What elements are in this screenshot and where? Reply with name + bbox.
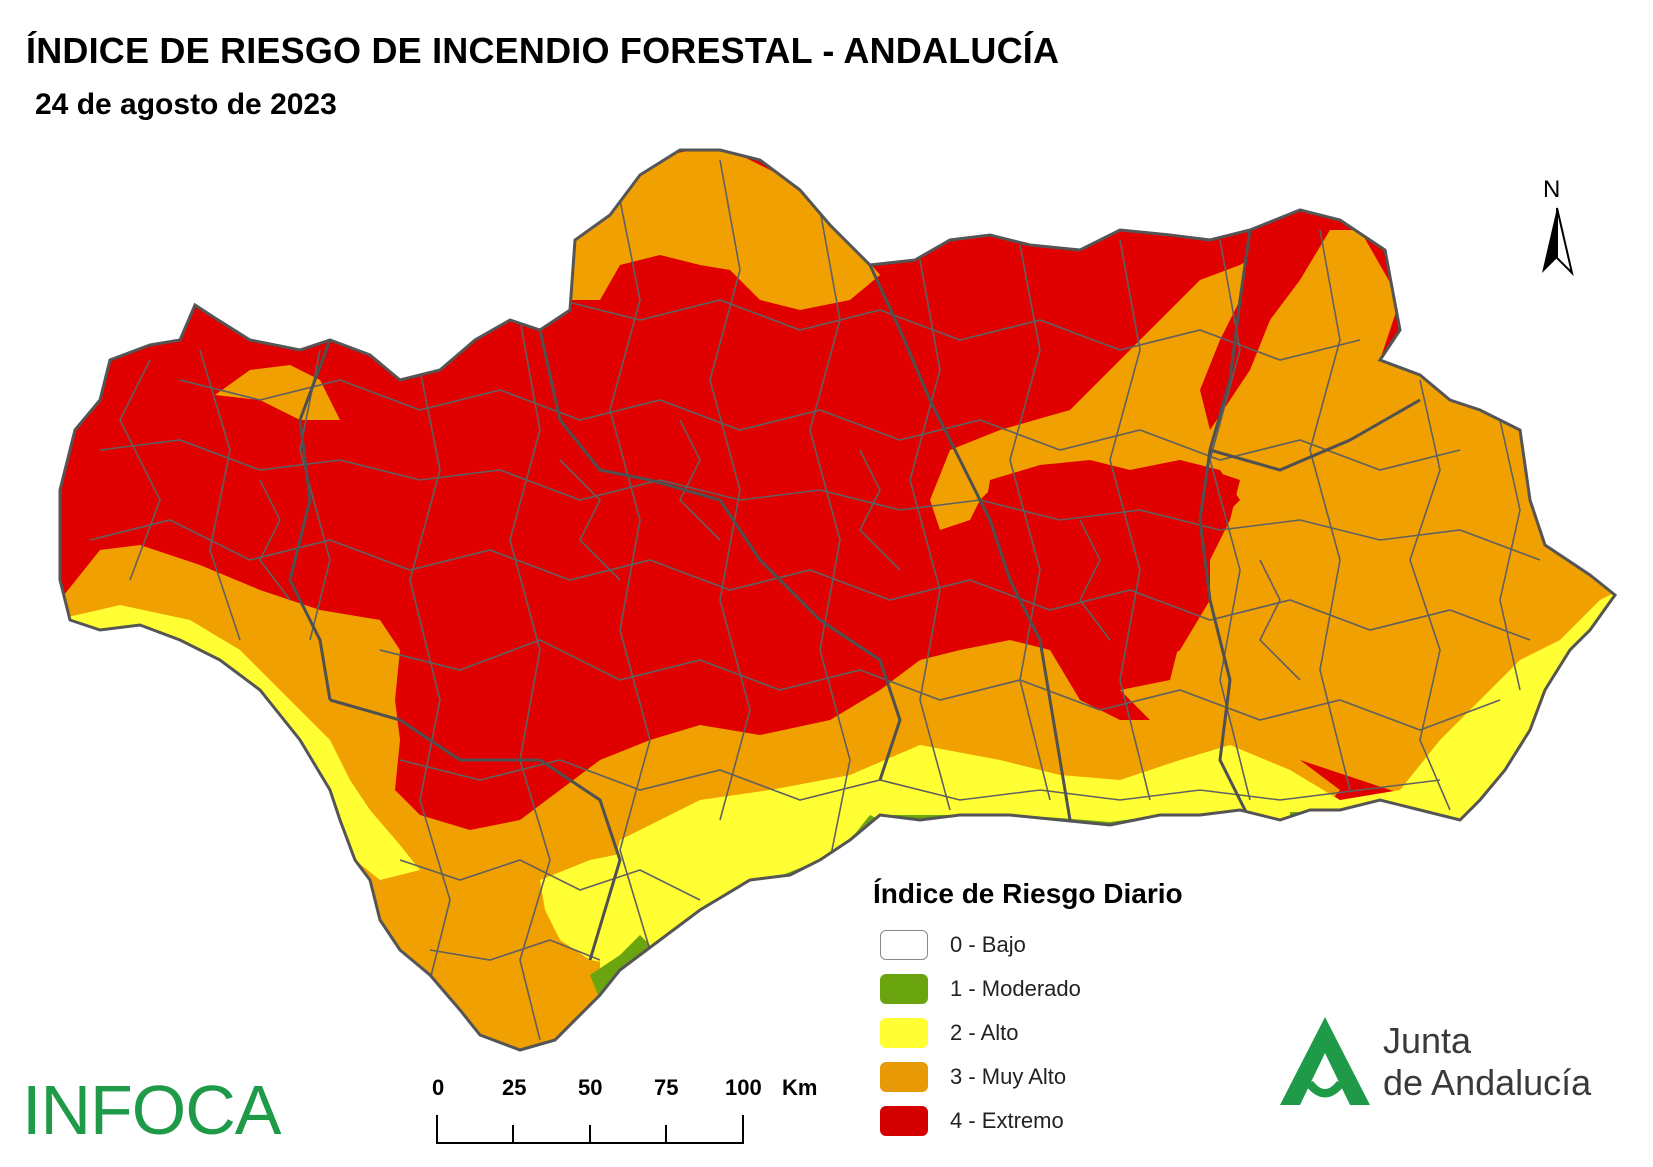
border-line: [119, 359, 161, 581]
swatch-bajo: [880, 930, 928, 960]
border-line: [559, 299, 1361, 361]
legend-item-alto: 2 - Alto: [880, 1018, 1220, 1052]
scale-tick-label: 50: [578, 1075, 603, 1100]
zone-muy-alto-north: [560, 150, 880, 310]
border-line: [259, 479, 291, 601]
scale-tick-label: 25: [502, 1075, 527, 1100]
border-line: [679, 419, 721, 541]
north-label: N: [1543, 176, 1561, 203]
junta-andalucia-logo-icon: [1280, 1017, 1370, 1105]
legend-label: 3 - Muy Alto: [950, 1064, 1067, 1089]
border-line: [1309, 229, 1351, 791]
border-line: [559, 459, 621, 581]
legend-item-bajo: 0 - Bajo: [880, 930, 1220, 964]
border-line: [399, 859, 701, 901]
scale-tick-label: 100: [725, 1075, 762, 1100]
border-line: [399, 759, 1441, 801]
legend-item-moderado: 1 - Moderado: [880, 974, 1220, 1008]
province-border: [288, 339, 332, 701]
border-line: [199, 349, 241, 641]
province-border: [329, 698, 622, 961]
border-line: [1259, 559, 1301, 681]
border-line: [429, 939, 601, 961]
border-line: [89, 519, 1531, 641]
junta-line-2: de Andalucía: [1383, 1062, 1592, 1103]
infoca-logo: INFOCA: [22, 1071, 281, 1149]
scale-tick-label: 0: [432, 1075, 445, 1100]
border-line: [1109, 239, 1151, 801]
border-line: [99, 439, 1541, 561]
north-arrow-icon: [1542, 207, 1574, 277]
scale-bar-line: [436, 1115, 744, 1144]
legend-label: 4 - Extremo: [950, 1108, 1064, 1133]
scale-unit: Km: [782, 1075, 818, 1100]
border-line: [909, 259, 951, 811]
zone-alto-west-coast: [60, 605, 420, 880]
swatch-moderado: [880, 974, 928, 1004]
border-line: [609, 199, 651, 951]
scale-bar: 0 25 50 75 100 Km: [432, 1075, 817, 1145]
legend-label: 0 - Bajo: [950, 932, 1026, 957]
border-line: [1079, 519, 1111, 641]
legend-title: Índice de Riesgo Diario: [873, 878, 1183, 909]
zone-alto-south-coast: [600, 590, 1615, 970]
border-line: [409, 369, 451, 981]
border-line: [809, 209, 851, 861]
map-title: ÍNDICE DE RIESGO DE INCENDIO FORESTAL - …: [26, 30, 1060, 71]
legend-item-extremo: 4 - Extremo: [880, 1106, 1220, 1140]
junta-line-1: Junta: [1383, 1020, 1472, 1061]
junta-andalucia-wordmark: Junta de Andalucía: [1383, 1020, 1591, 1104]
border-line: [509, 319, 551, 1041]
region-outline: [58, 148, 1618, 1052]
zone-extremo-granada: [980, 460, 1240, 690]
province-border: [1008, 579, 1072, 821]
scale-tick-label: 75: [654, 1075, 679, 1100]
border-line: [709, 159, 751, 821]
border-line: [859, 449, 901, 571]
zone-moderado-gibraltar: [590, 935, 650, 1000]
legend-item-muy-alto: 3 - Muy Alto: [880, 1062, 1220, 1096]
border-line: [1409, 379, 1451, 811]
border-line: [1499, 419, 1521, 691]
municipal-borders: [89, 159, 1541, 1041]
border-line: [1009, 244, 1051, 801]
swatch-extremo: [880, 1106, 928, 1136]
map-date: 24 de agosto de 2023: [35, 88, 337, 121]
swatch-muy-alto: [880, 1062, 928, 1092]
zone-muy-alto-east: [930, 230, 1615, 800]
province-border: [1209, 398, 1421, 472]
province-border: [538, 329, 902, 781]
border-line: [379, 639, 1501, 731]
province-border: [868, 264, 1012, 581]
legend-label: 1 - Moderado: [950, 976, 1081, 1001]
border-line: [299, 349, 331, 641]
legend-label: 2 - Alto: [950, 1020, 1019, 1045]
province-border: [1198, 229, 1252, 821]
swatch-alto: [880, 1018, 928, 1048]
province-borders: [288, 229, 1421, 961]
border-line: [179, 379, 1461, 471]
